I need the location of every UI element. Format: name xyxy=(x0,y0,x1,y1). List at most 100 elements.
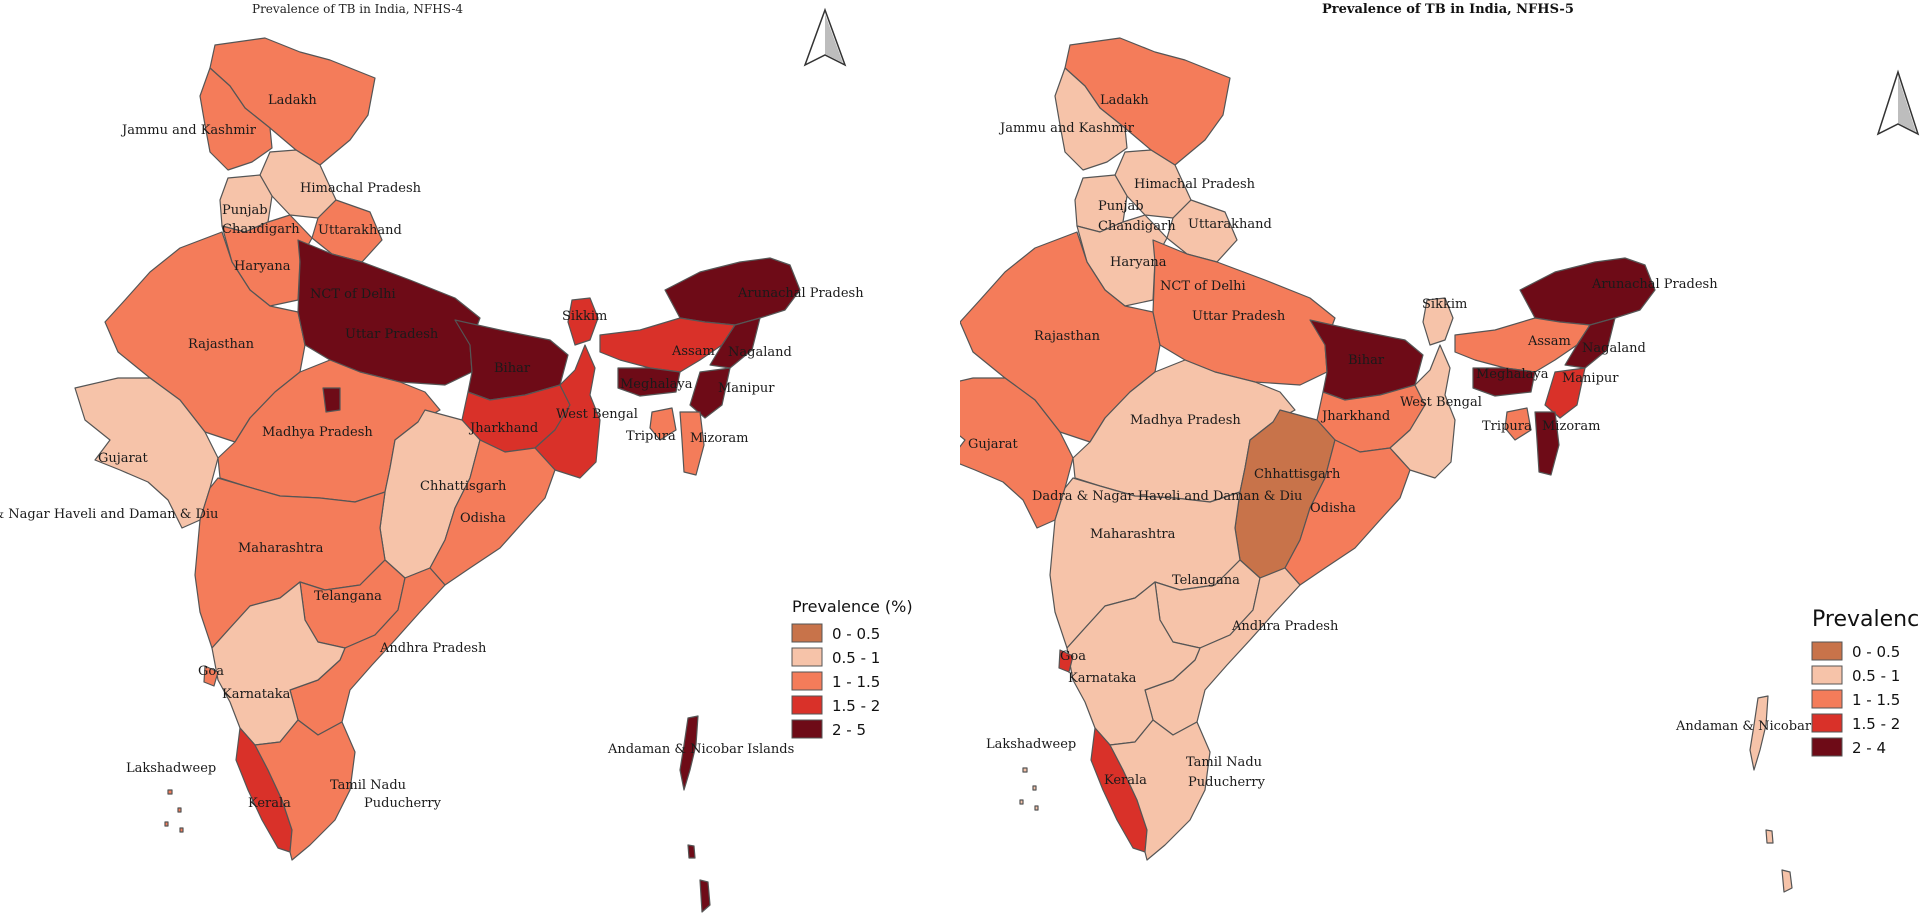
label-rajasthan: Rajasthan xyxy=(188,337,255,352)
india-map-nfhs5: Prevalence of TB in India, NFHS-5 xyxy=(960,2,1920,893)
label-chandigarh: Chandigarh xyxy=(1098,219,1176,234)
label-gujarat: Gujarat xyxy=(98,451,149,466)
legend-label-2: 1 - 1.5 xyxy=(832,673,880,691)
legend-label-0: 0 - 0.5 xyxy=(1852,643,1900,661)
label-meghalaya: Meghalaya xyxy=(1476,367,1549,382)
map-panel-nfhs4: Prevalence of TB in India, NFHS-4 xyxy=(0,2,913,913)
legend-swatch-2 xyxy=(791,671,823,691)
label-lakshadweep: Lakshadweep xyxy=(986,737,1076,752)
state-tamil-nadu xyxy=(254,719,356,861)
label-maharashtra: Maharashtra xyxy=(1090,527,1176,542)
label-arunachal-pradesh: Arunachal Pradesh xyxy=(1591,277,1718,292)
label-madhya-pradesh: Madhya Pradesh xyxy=(1130,413,1241,428)
state-andaman-nicobar-south xyxy=(1781,869,1793,893)
state-assam xyxy=(599,317,736,373)
label-chandigarh: Chandigarh xyxy=(222,222,300,237)
state-goa xyxy=(203,665,219,687)
label-mizoram: Mizoram xyxy=(1542,419,1600,434)
label-west-bengal: West Bengal xyxy=(556,407,638,422)
label-jharkhand: Jharkhand xyxy=(1320,409,1390,424)
legend-swatch-0 xyxy=(1811,641,1843,661)
legend-swatch-1 xyxy=(1811,665,1843,685)
label-haryana: Haryana xyxy=(1110,255,1167,270)
state-andaman-nicobar-mid xyxy=(1765,829,1774,844)
state-mizoram xyxy=(1534,411,1560,476)
label-kerala: Kerala xyxy=(248,796,291,811)
label-meghalaya: Meghalaya xyxy=(620,377,693,392)
label-jammu-kashmir: Jammu and Kashmir xyxy=(998,121,1135,136)
label-andaman-nicobar: Andaman & Nicobar Islands xyxy=(607,742,794,757)
label-kerala: Kerala xyxy=(1104,773,1147,788)
state-meghalaya xyxy=(617,367,681,397)
label-andaman-nicobar: Andaman & Nicobar xyxy=(1675,719,1812,734)
state-west-bengal xyxy=(534,344,601,479)
label-uttarakhand: Uttarakhand xyxy=(1188,217,1272,232)
legend-title: Prevalence (%) xyxy=(792,597,913,616)
label-bihar: Bihar xyxy=(1348,353,1385,368)
legend-swatch-4 xyxy=(1811,737,1843,757)
label-delhi: NCT of Delhi xyxy=(1160,279,1246,294)
state-uttar-pradesh xyxy=(297,239,481,386)
map-title: Prevalence of TB in India, NFHS-4 xyxy=(252,2,463,16)
state-andaman-nicobar-south xyxy=(699,879,711,913)
label-west-bengal: West Bengal xyxy=(1400,395,1482,410)
state-jammu-kashmir xyxy=(1054,67,1128,171)
label-gujarat: Gujarat xyxy=(968,437,1019,452)
legend-label-0: 0 - 0.5 xyxy=(832,625,880,643)
map-panel-nfhs5: Prevalence of TB in India, NFHS-5 xyxy=(960,0,1920,920)
state-uttar-pradesh-part xyxy=(322,387,341,413)
legend-swatch-3 xyxy=(791,695,823,715)
state-andaman-nicobar xyxy=(1749,695,1769,771)
state-uttar-pradesh xyxy=(1152,239,1336,386)
state-andaman-nicobar xyxy=(679,715,699,791)
label-punjab: Punjab xyxy=(222,203,268,218)
state-tripura xyxy=(649,407,677,441)
label-goa: Goa xyxy=(198,664,224,679)
state-manipur xyxy=(689,367,731,419)
legend: Prevalence 0 - 0.5 0.5 - 1 1 - 1.5 1.5 - 2 2… xyxy=(1811,607,1920,757)
label-tamil-nadu: Tamil Nadu xyxy=(330,778,406,793)
label-ladakh: Ladakh xyxy=(1100,93,1149,108)
label-andhra-pradesh: Andhra Pradesh xyxy=(379,641,487,656)
legend-label-4: 2 - 5 xyxy=(832,721,866,739)
label-jammu-kashmir: Jammu and Kashmir xyxy=(120,123,257,138)
state-jammu-kashmir xyxy=(199,67,273,171)
label-nagaland: Nagaland xyxy=(728,345,792,360)
state-odisha xyxy=(429,439,556,586)
legend-swatch-2 xyxy=(1811,689,1843,709)
label-arunachal-pradesh: Arunachal Pradesh xyxy=(737,286,864,301)
legend-label-4: 2 - 4 xyxy=(1852,739,1886,757)
state-karnataka xyxy=(1066,581,1201,746)
state-karnataka xyxy=(211,581,346,746)
label-haryana: Haryana xyxy=(234,259,291,274)
state-labels: Ladakh Jammu and Kashmir Himachal Prades… xyxy=(0,93,864,811)
label-punjab: Punjab xyxy=(1098,199,1144,214)
state-meghalaya xyxy=(1472,367,1536,397)
states-layer xyxy=(960,37,1793,893)
north-arrow-icon xyxy=(803,7,847,67)
label-assam: Assam xyxy=(1527,334,1571,349)
label-andhra-pradesh: Andhra Pradesh xyxy=(1231,619,1339,634)
state-mizoram xyxy=(679,411,705,476)
label-delhi: NCT of Delhi xyxy=(310,287,396,302)
label-mizoram: Mizoram xyxy=(690,431,748,446)
label-jharkhand: Jharkhand xyxy=(468,421,538,436)
legend-label-3: 1.5 - 2 xyxy=(832,697,880,715)
label-madhya-pradesh: Madhya Pradesh xyxy=(262,425,373,440)
label-manipur: Manipur xyxy=(718,381,775,396)
label-telangana: Telangana xyxy=(314,589,382,604)
legend-swatch-0 xyxy=(791,623,823,643)
states-layer xyxy=(74,37,801,913)
label-bihar: Bihar xyxy=(494,361,531,376)
state-odisha xyxy=(1284,439,1411,586)
india-map-nfhs4: Prevalence of TB in India, NFHS-4 xyxy=(0,2,913,913)
label-assam: Assam xyxy=(671,344,715,359)
state-uttarakhand xyxy=(1166,199,1238,263)
label-karnataka: Karnataka xyxy=(1068,671,1137,686)
legend-swatch-3 xyxy=(1811,713,1843,733)
label-odisha: Odisha xyxy=(460,511,506,526)
label-puducherry: Puducherry xyxy=(364,796,442,811)
north-arrow-icon xyxy=(1876,69,1920,136)
state-sikkim xyxy=(567,297,599,346)
label-telangana: Telangana xyxy=(1172,573,1240,588)
